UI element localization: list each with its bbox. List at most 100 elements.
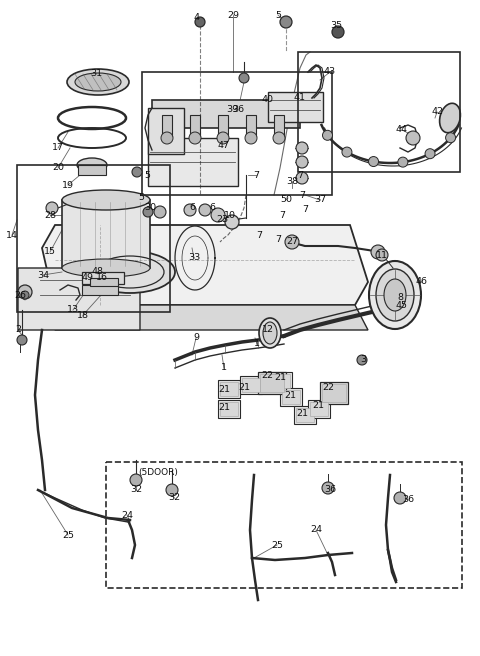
Text: 16: 16: [96, 274, 108, 283]
Text: 36: 36: [402, 495, 414, 504]
Text: 13: 13: [67, 306, 79, 314]
Bar: [268, 92, 323, 122]
Text: 12: 12: [262, 325, 274, 335]
Text: 32: 32: [168, 493, 180, 502]
Circle shape: [285, 235, 299, 249]
Circle shape: [296, 142, 308, 154]
Text: 48: 48: [92, 268, 104, 276]
Text: 10: 10: [224, 211, 236, 220]
Bar: [82, 272, 124, 284]
Ellipse shape: [440, 103, 460, 133]
Text: 36: 36: [324, 485, 336, 495]
Text: 1: 1: [254, 340, 260, 348]
Text: 8: 8: [397, 293, 403, 302]
Bar: [258, 372, 286, 394]
Circle shape: [280, 16, 292, 28]
Text: 7: 7: [297, 171, 303, 180]
Circle shape: [166, 484, 178, 496]
Circle shape: [398, 157, 408, 167]
Circle shape: [184, 204, 196, 216]
Text: 3: 3: [360, 354, 366, 363]
Text: 15: 15: [44, 247, 56, 256]
Text: 24: 24: [310, 525, 322, 535]
Bar: [162, 115, 172, 137]
Text: 6: 6: [209, 203, 215, 213]
Circle shape: [211, 208, 225, 222]
Text: 17: 17: [52, 144, 64, 152]
Circle shape: [245, 132, 257, 144]
Circle shape: [18, 285, 32, 299]
Ellipse shape: [369, 261, 421, 329]
Circle shape: [21, 291, 29, 299]
Ellipse shape: [75, 73, 121, 91]
Text: 39: 39: [226, 106, 238, 115]
Text: 25: 25: [62, 531, 74, 539]
Bar: [242, 378, 260, 392]
Bar: [218, 115, 228, 137]
Text: 41: 41: [294, 92, 306, 102]
Circle shape: [199, 204, 211, 216]
Text: 40: 40: [261, 96, 273, 104]
Bar: [148, 108, 184, 154]
Text: 19: 19: [62, 180, 74, 190]
Text: 11: 11: [376, 251, 388, 260]
Bar: [152, 100, 300, 128]
Circle shape: [217, 132, 229, 144]
Circle shape: [425, 149, 435, 159]
Text: 30: 30: [144, 203, 156, 213]
Text: 49: 49: [82, 274, 94, 283]
Text: 7: 7: [253, 171, 259, 180]
Bar: [320, 382, 348, 404]
Circle shape: [342, 147, 352, 157]
Text: 50: 50: [280, 195, 292, 205]
Text: 33: 33: [188, 253, 200, 262]
Text: 6: 6: [189, 203, 195, 213]
Text: 43: 43: [324, 68, 336, 77]
Text: 22: 22: [261, 371, 273, 380]
Bar: [90, 278, 118, 286]
Circle shape: [394, 492, 406, 504]
Text: 2: 2: [15, 325, 21, 335]
Ellipse shape: [263, 322, 277, 344]
Bar: [310, 402, 328, 416]
Bar: [78, 165, 106, 175]
Text: 7: 7: [299, 190, 305, 199]
Text: 21: 21: [284, 392, 296, 401]
Text: 18: 18: [77, 310, 89, 319]
Text: 23: 23: [216, 216, 228, 224]
Text: 21: 21: [274, 373, 286, 382]
Bar: [260, 374, 284, 392]
Circle shape: [369, 157, 379, 167]
Circle shape: [195, 17, 205, 27]
Circle shape: [46, 202, 58, 214]
Circle shape: [225, 215, 239, 229]
Text: 34: 34: [37, 270, 49, 279]
Bar: [280, 388, 302, 406]
Bar: [294, 406, 316, 424]
Circle shape: [143, 207, 153, 217]
Text: 46: 46: [416, 277, 428, 287]
Text: 21: 21: [312, 401, 324, 411]
Ellipse shape: [62, 190, 150, 210]
Ellipse shape: [62, 259, 150, 277]
Bar: [218, 400, 240, 418]
Text: 24: 24: [121, 510, 133, 520]
Text: 25: 25: [271, 541, 283, 550]
Circle shape: [132, 167, 142, 177]
Text: 4: 4: [193, 14, 199, 22]
Polygon shape: [18, 268, 140, 330]
Circle shape: [332, 26, 344, 38]
Text: 21: 21: [296, 409, 308, 419]
Text: 7: 7: [302, 205, 308, 215]
Bar: [62, 200, 150, 268]
Circle shape: [406, 131, 420, 145]
Circle shape: [161, 132, 173, 144]
Text: 35: 35: [330, 22, 342, 30]
Circle shape: [323, 131, 333, 140]
Text: 21: 21: [218, 403, 230, 413]
Circle shape: [445, 133, 456, 143]
Text: 45: 45: [396, 300, 408, 310]
Text: (5DOOR): (5DOOR): [138, 468, 178, 476]
Bar: [298, 52, 460, 172]
Bar: [270, 372, 292, 390]
